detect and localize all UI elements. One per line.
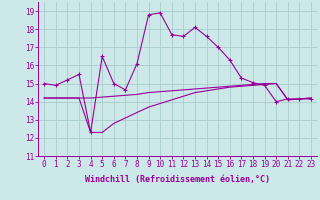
X-axis label: Windchill (Refroidissement éolien,°C): Windchill (Refroidissement éolien,°C) [85,175,270,184]
